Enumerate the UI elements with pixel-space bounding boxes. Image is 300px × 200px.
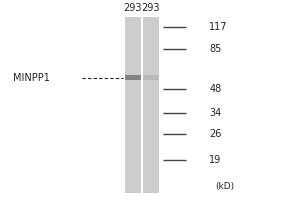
Text: 293: 293 xyxy=(142,3,160,13)
Bar xyxy=(125,75,141,80)
Text: 34: 34 xyxy=(209,108,222,118)
Text: MINPP1: MINPP1 xyxy=(13,73,50,83)
Bar xyxy=(142,17,159,193)
Bar xyxy=(125,17,141,193)
Text: 19: 19 xyxy=(209,155,222,165)
Bar xyxy=(142,75,159,80)
Text: 48: 48 xyxy=(209,84,222,94)
Text: 26: 26 xyxy=(209,129,222,139)
Text: 293: 293 xyxy=(124,3,142,13)
Text: (kD): (kD) xyxy=(215,182,235,191)
Text: 85: 85 xyxy=(209,44,222,54)
Text: 117: 117 xyxy=(209,22,228,32)
